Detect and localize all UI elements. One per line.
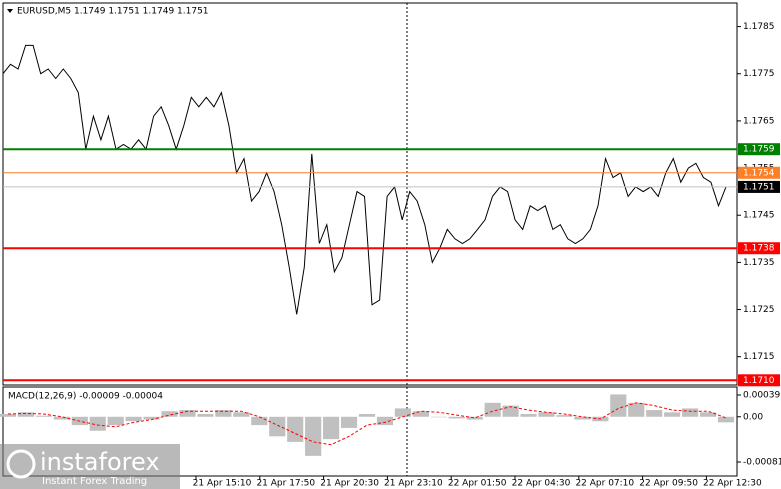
x-tick-label: 21 Apr 20:30 bbox=[320, 479, 379, 489]
macd-bar bbox=[0, 413, 17, 417]
price-line bbox=[2, 44, 727, 315]
macd-bar bbox=[664, 412, 681, 417]
x-tick-label: 21 Apr 17:50 bbox=[256, 479, 315, 489]
macd-bar bbox=[376, 416, 394, 426]
level-label: 1.1710 bbox=[743, 376, 775, 386]
watermark: instaforex Instant Forex Trading bbox=[0, 444, 180, 489]
macd-bar bbox=[53, 416, 70, 420]
macd-bar bbox=[628, 402, 645, 417]
chart-title: EURUSD,M5 1.1749 1.1751 1.1749 1.1751 bbox=[17, 7, 209, 17]
macd-bar bbox=[610, 394, 627, 417]
level-label: 1.1751 bbox=[743, 182, 775, 192]
macd-bar bbox=[179, 410, 196, 417]
macd-bar bbox=[17, 412, 35, 417]
x-tick-label: 21 Apr 15:10 bbox=[193, 479, 252, 489]
macd-bar bbox=[305, 416, 322, 456]
level-label-box bbox=[738, 374, 780, 387]
watermark-logo bbox=[6, 449, 36, 479]
macd-bar bbox=[466, 416, 483, 420]
macd-bar bbox=[89, 416, 106, 431]
macd-bar bbox=[233, 412, 250, 417]
level-label: 1.1738 bbox=[743, 244, 775, 254]
x-tick-label: 21 Apr 23:10 bbox=[384, 479, 443, 489]
macd-bar bbox=[538, 412, 555, 417]
y-tick-label: 1.1725 bbox=[743, 305, 775, 315]
macd-bar bbox=[394, 408, 411, 417]
macd-bar bbox=[699, 412, 717, 417]
macd-bar bbox=[717, 416, 735, 423]
price-panel-frame bbox=[2, 2, 738, 386]
macd-bar bbox=[35, 415, 52, 417]
y-tick-label: 0.00039 bbox=[743, 391, 780, 401]
level-label-box bbox=[738, 166, 780, 179]
y-tick-label: -0.00081 bbox=[743, 458, 781, 468]
x-tick-label: 22 Apr 12:30 bbox=[703, 479, 762, 489]
macd-bar bbox=[215, 410, 232, 417]
level-label-box bbox=[738, 242, 780, 255]
x-tick-label: 22 Apr 09:50 bbox=[639, 479, 698, 489]
level-label: 1.1759 bbox=[743, 145, 775, 155]
macd-bar bbox=[287, 416, 304, 442]
macd-bar bbox=[682, 408, 699, 417]
watermark-tagline: Instant Forex Trading bbox=[42, 476, 147, 487]
macd-bar bbox=[646, 410, 663, 417]
menu-icon bbox=[7, 9, 13, 13]
macd-bar bbox=[161, 411, 178, 417]
y-tick-label: 1.1715 bbox=[743, 352, 775, 362]
watermark-box bbox=[0, 444, 180, 489]
y-tick-label: 1.1775 bbox=[743, 69, 775, 79]
macd-bar bbox=[269, 416, 286, 437]
macd-bar bbox=[556, 415, 573, 417]
macd-bar bbox=[143, 416, 160, 420]
macd-title: MACD(12,26,9) -0.00009 -0.00004 bbox=[8, 392, 163, 402]
macd-bar bbox=[340, 416, 358, 428]
y-tick-label: 1.1745 bbox=[743, 211, 775, 221]
macd-bar bbox=[358, 413, 376, 417]
x-tick-label: 22 Apr 01:50 bbox=[448, 479, 507, 489]
watermark-brand: instaforex bbox=[40, 448, 160, 476]
macd-bar bbox=[574, 416, 591, 420]
x-tick-label: 22 Apr 04:30 bbox=[512, 479, 571, 489]
macd-bar bbox=[323, 416, 340, 440]
macd-bar bbox=[448, 416, 465, 419]
macd-panel-frame bbox=[2, 386, 738, 477]
macd-bar bbox=[107, 416, 124, 426]
x-tick-label: 22 Apr 07:10 bbox=[575, 479, 634, 489]
y-tick-label: 1.1785 bbox=[743, 22, 775, 32]
y-tick-label: 1.1735 bbox=[743, 258, 775, 268]
macd-bar bbox=[430, 416, 447, 418]
level-label: 1.1754 bbox=[743, 168, 775, 178]
macd-bar bbox=[251, 416, 268, 426]
level-label-box bbox=[738, 143, 780, 156]
macd-bar bbox=[197, 413, 214, 417]
macd-bar bbox=[502, 405, 519, 417]
macd-bar bbox=[125, 416, 142, 422]
macd-bar bbox=[520, 413, 537, 417]
macd-bar bbox=[484, 402, 501, 417]
y-tick-label: 1.1765 bbox=[743, 116, 775, 126]
y-tick-label: 0.00 bbox=[743, 412, 763, 422]
level-label-box bbox=[738, 180, 780, 193]
macd-bar bbox=[412, 411, 429, 417]
signal-line bbox=[7, 402, 727, 446]
